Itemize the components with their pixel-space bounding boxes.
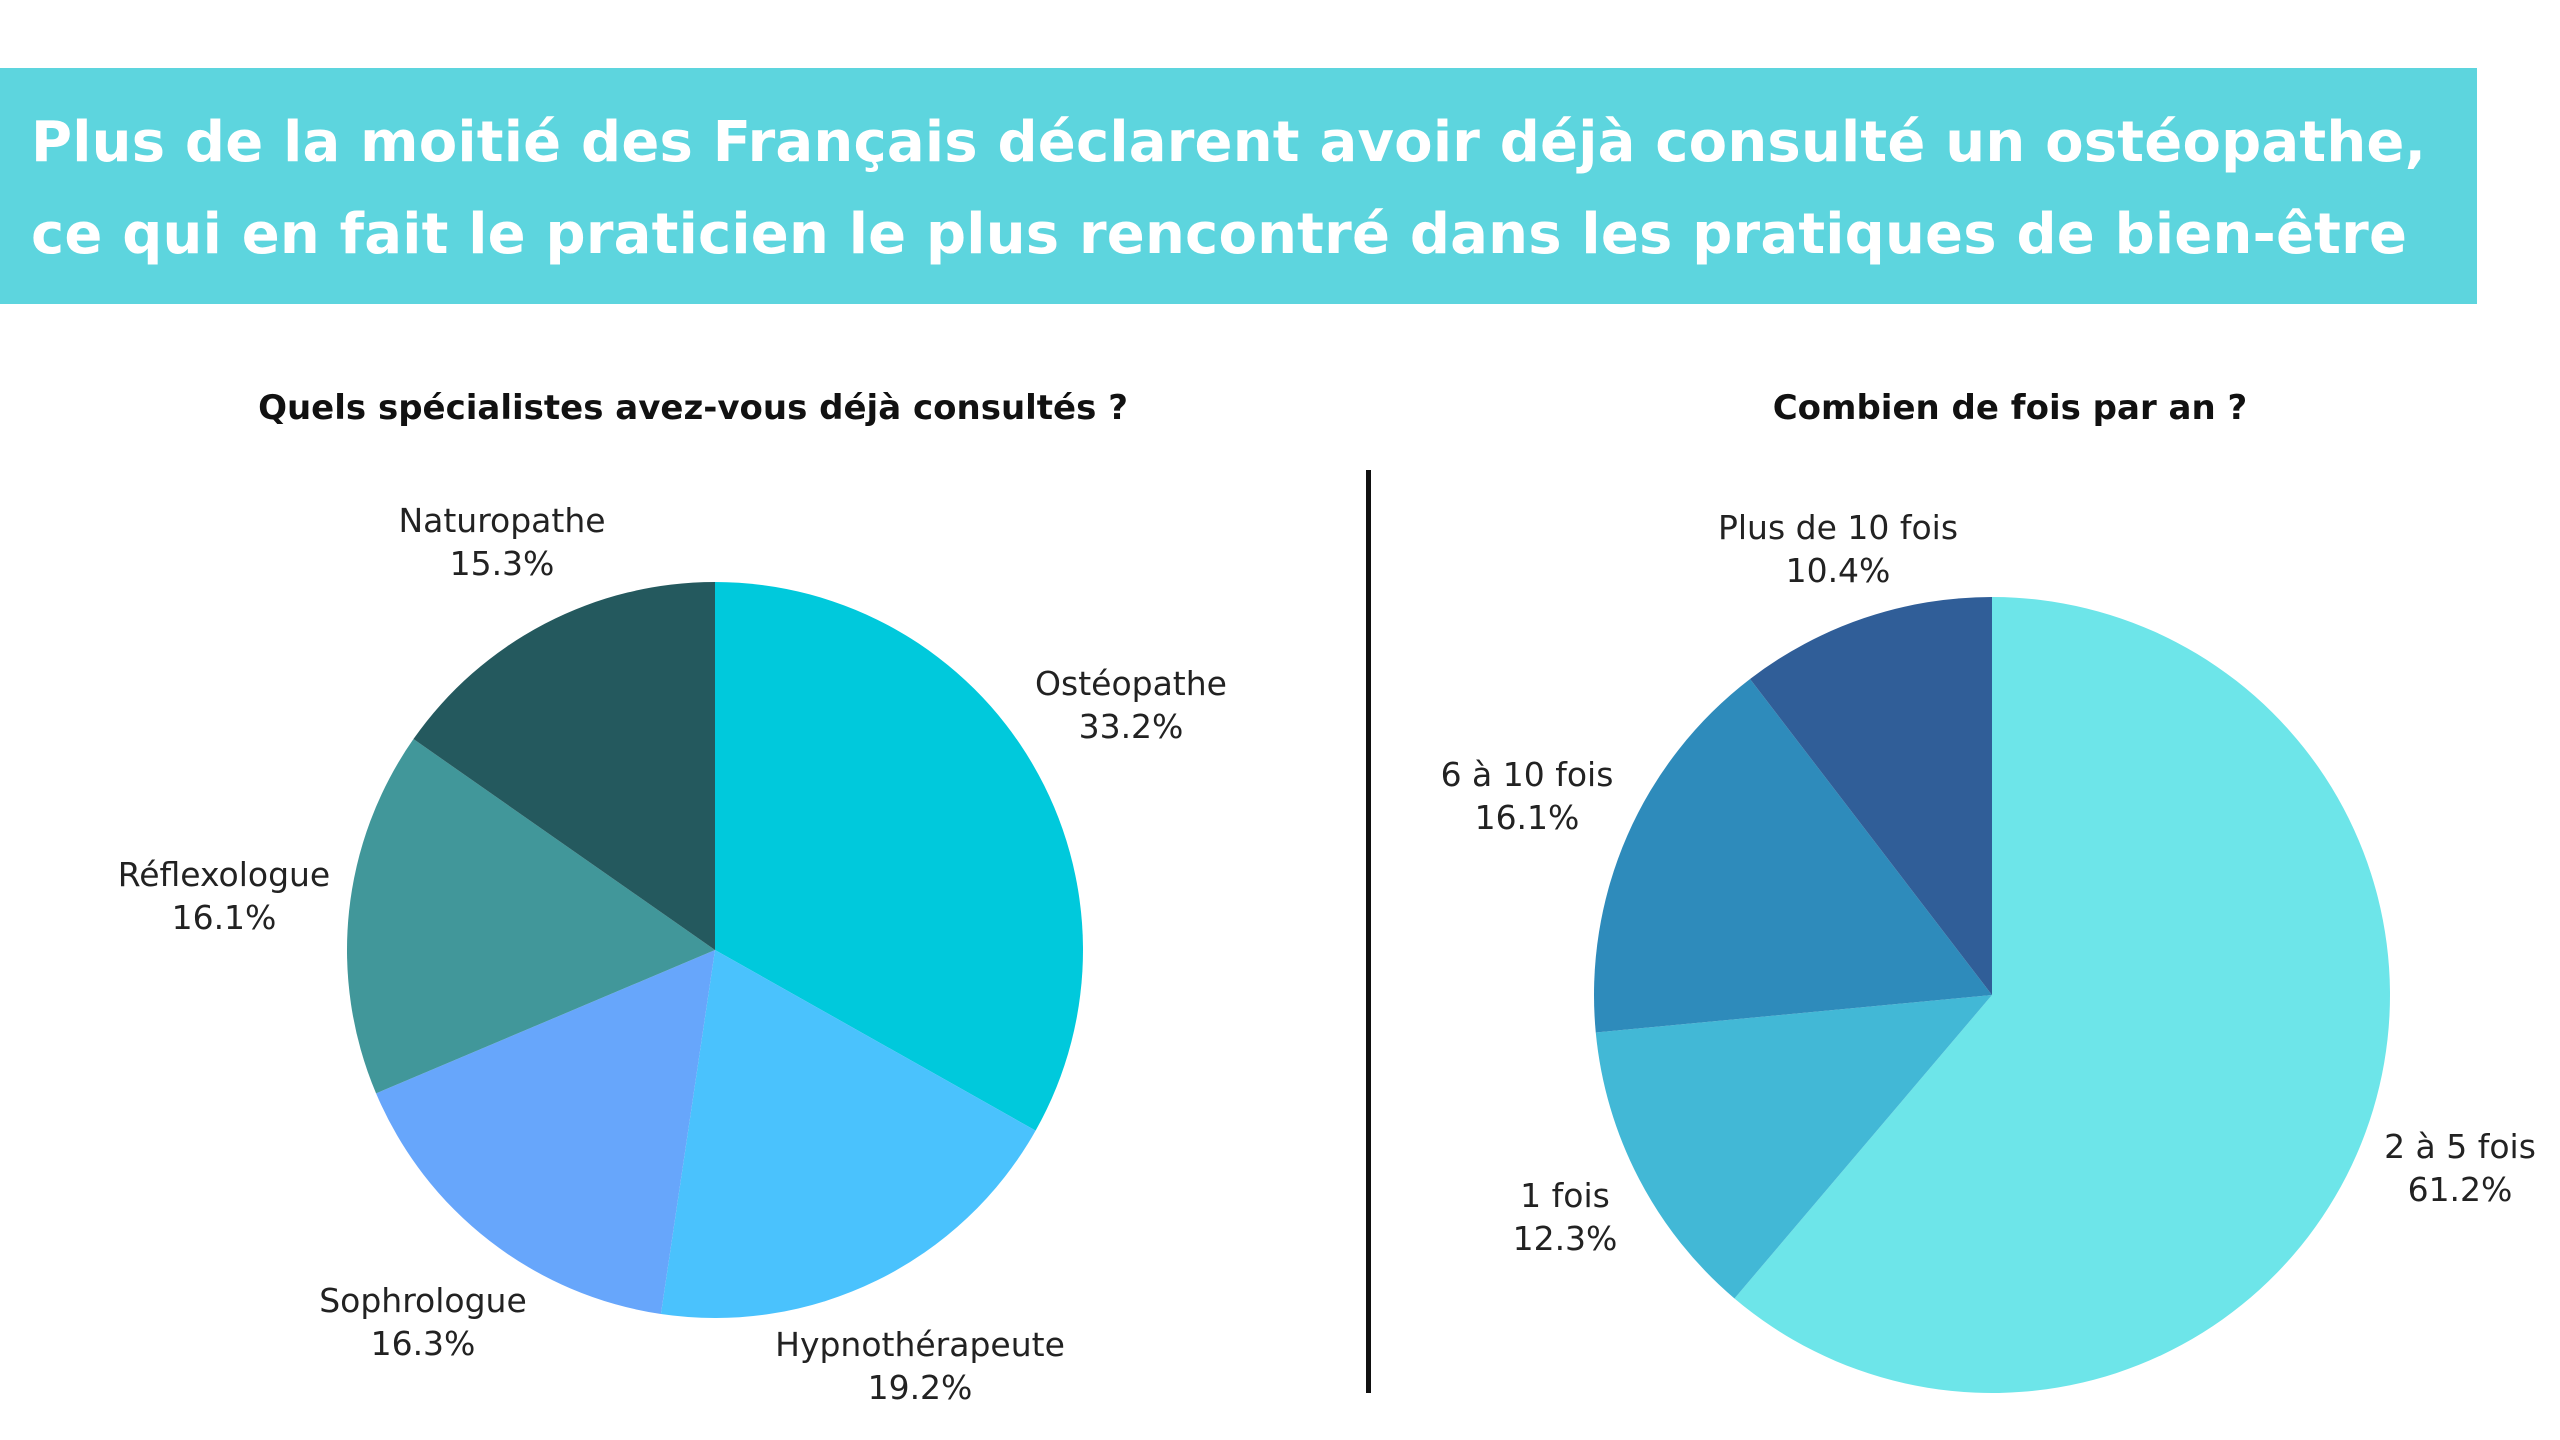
slice-value-label: 16.1%	[1474, 798, 1580, 837]
slice-label-hypnotherapeute: Hypnothérapeute 19.2%	[775, 1323, 1065, 1409]
slice-category-label: Réflexologue	[117, 855, 331, 894]
slice-category-label: Hypnothérapeute	[775, 1325, 1065, 1364]
chart-title-frequency: Combien de fois par an ?	[1772, 388, 2248, 428]
slice-value-label: 19.2%	[867, 1368, 973, 1407]
pie-slice-reflexologue	[347, 739, 715, 1094]
slice-value-label: 16.3%	[370, 1324, 476, 1363]
slice-label-2-a-5-fois: 2 à 5 fois 61.2%	[2384, 1125, 2536, 1211]
slice-value-label: 61.2%	[2407, 1170, 2513, 1209]
slice-category-label: 1 fois	[1520, 1176, 1610, 1215]
slice-category-label: Ostéopathe	[1035, 664, 1227, 703]
pie-slice-sophrologue	[376, 950, 715, 1315]
slice-label-sophrologue: Sophrologue 16.3%	[319, 1279, 527, 1365]
slice-value-label: 15.3%	[449, 544, 555, 583]
slice-value-label: 10.4%	[1785, 551, 1891, 590]
slice-label-6-a-10-fois: 6 à 10 fois 16.1%	[1441, 753, 1614, 839]
pie-slice-6-a-10-fois	[1594, 678, 1992, 1033]
slice-category-label: Sophrologue	[319, 1281, 527, 1320]
slice-category-label: 2 à 5 fois	[2384, 1127, 2536, 1166]
slice-label-plus-de-10-fois: Plus de 10 fois 10.4%	[1718, 506, 1958, 592]
slice-value-label: 16.1%	[171, 898, 277, 937]
chart-title-specialists: Quels spécialistes avez-vous déjà consul…	[258, 388, 1128, 428]
pie-slice-1-fois	[1595, 995, 1992, 1299]
headline-banner: Plus de la moitié des Français déclarent…	[0, 68, 2477, 304]
slice-value-label: 12.3%	[1512, 1219, 1618, 1258]
pie-slice-plus-de-10-fois	[1750, 597, 1992, 995]
slice-label-1-fois: 1 fois 12.3%	[1513, 1174, 1618, 1260]
slice-label-naturopathe: Naturopathe 15.3%	[398, 499, 605, 585]
slice-category-label: Naturopathe	[398, 501, 606, 540]
slice-value-label: 33.2%	[1078, 707, 1184, 746]
slice-label-reflexologue: Réflexologue 16.1%	[118, 853, 331, 939]
slice-category-label: 6 à 10 fois	[1440, 755, 1614, 794]
slice-label-osteopathe: Ostéopathe 33.2%	[1035, 662, 1227, 748]
headline-line-2: ce qui en fait le praticien le plus renc…	[31, 202, 2408, 267]
pie-slice-osteopathe	[715, 582, 1083, 1131]
headline-line-1: Plus de la moitié des Français déclarent…	[31, 110, 2427, 175]
pie-slice-naturopathe	[413, 582, 715, 950]
chart-divider	[1366, 470, 1371, 1393]
pie-slice-2-a-5-fois	[1734, 597, 2390, 1393]
pie-slice-hypnotherapeute	[660, 950, 1036, 1318]
slice-category-label: Plus de 10 fois	[1717, 508, 1959, 547]
